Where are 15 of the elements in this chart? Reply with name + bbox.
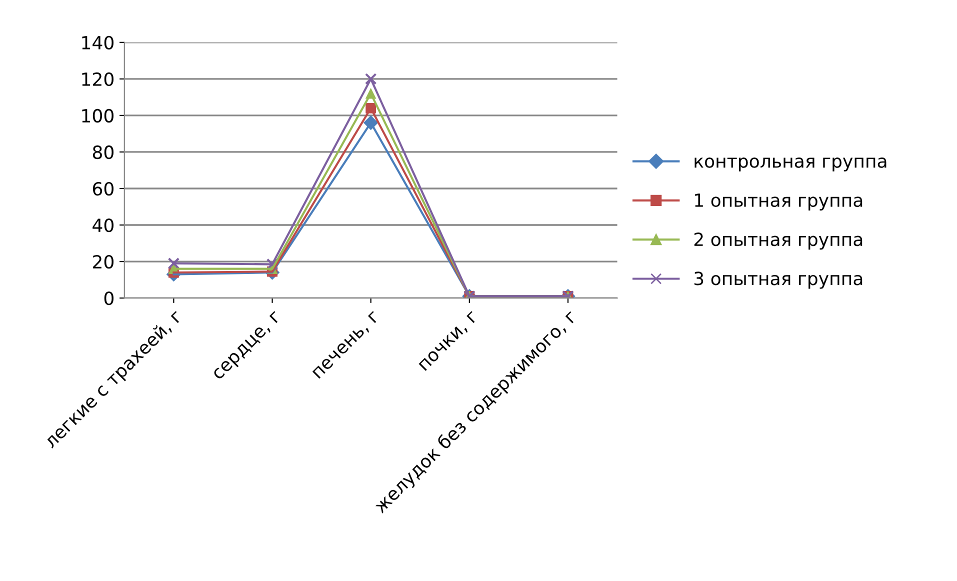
y-tick-label: 80 (92, 145, 114, 160)
y-tick-label: 120 (82, 72, 114, 86)
point (266, 258, 278, 270)
legend-label: 3 опытная группа (694, 272, 862, 289)
y-tick-label: 100 (82, 108, 114, 123)
legend-label: 1 опытная группа (695, 194, 862, 211)
y-tick-label: 20 (93, 254, 114, 269)
point (168, 257, 180, 270)
y-tick-label: 140 (82, 36, 114, 50)
y-tick-label: 60 (92, 182, 114, 196)
legend-label: контрольная группа (694, 158, 886, 172)
point (364, 73, 377, 85)
y-tick-label: 40 (92, 218, 114, 232)
legend-label: 2 опытная группа (694, 232, 862, 250)
y-tick-label: 0 (104, 292, 114, 306)
